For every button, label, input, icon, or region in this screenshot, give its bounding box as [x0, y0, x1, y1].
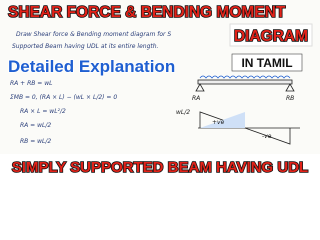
equation: RB = wL/2 [20, 138, 51, 145]
label: wL/2 [176, 109, 190, 116]
language-box [231, 53, 303, 72]
language-badge: IN TAMIL [241, 56, 292, 70]
supports [195, 83, 295, 92]
thumbnail: SHEAR FORCE & BENDING MOMENT DIAGRAM Dra… [0, 3, 320, 180]
footer-bar [0, 154, 320, 180]
udl [199, 75, 291, 79]
equation: RA × L = wL²/2 [20, 108, 66, 115]
badge-box [229, 23, 313, 47]
equation: RA = wL/2 [20, 122, 51, 129]
label: RA [192, 95, 200, 102]
beam [197, 79, 293, 85]
label: RB [286, 95, 294, 102]
question-line: Draw Shear force & Bending moment diagra… [16, 31, 171, 38]
subtitle: Detailed Explanation [8, 57, 175, 76]
label: +ve [212, 119, 225, 126]
equations: RA + RB = wL ΣMB = 0, (RA × L) − (wL × L… [10, 80, 117, 145]
question-line: Supported Beam having UDL at its entire … [12, 43, 159, 50]
label: -ve [262, 133, 272, 140]
beam-diagram [195, 75, 300, 145]
sfd-fill [200, 112, 245, 128]
title: SHEAR FORCE & BENDING MOMENT [8, 4, 286, 21]
footer-title: SIMPLY SUPPORTED BEAM HAVING UDL [12, 159, 308, 176]
equation: RA + RB = wL [10, 80, 53, 87]
equation: ΣMB = 0, (RA × L) − (wL × L/2) = 0 [10, 94, 117, 101]
badge: DIAGRAM [234, 28, 308, 45]
